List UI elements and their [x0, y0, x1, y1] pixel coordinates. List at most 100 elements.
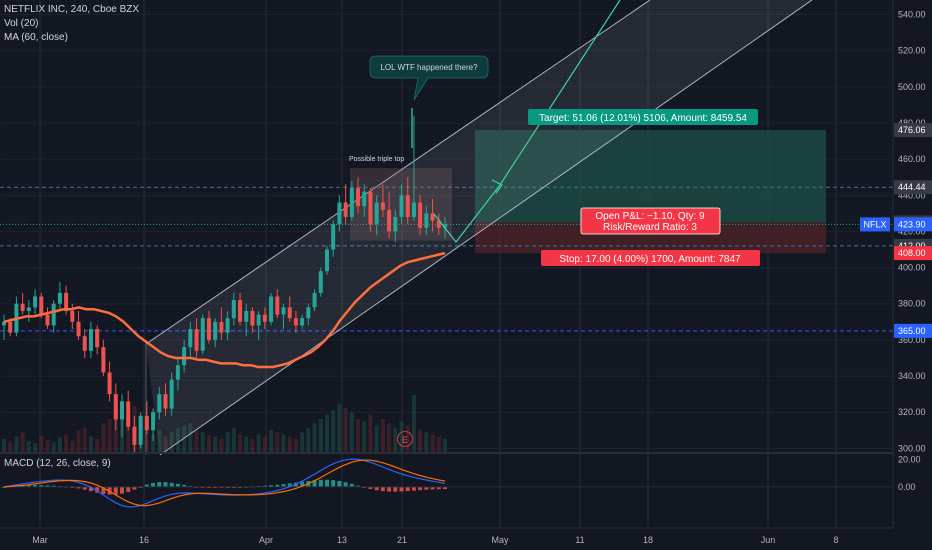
candle-body [26, 307, 31, 311]
macd-bar [436, 486, 441, 490]
volume-bars [2, 394, 447, 452]
macd-bar [262, 485, 267, 487]
candle-body [262, 314, 267, 322]
candle-body [225, 318, 230, 333]
volume-bar [57, 437, 62, 452]
macd-bar [144, 484, 149, 487]
macd-bar [39, 485, 44, 487]
y-tick-label: 300.00 [898, 443, 926, 453]
price-badge [894, 180, 932, 195]
price-badge-label: 444.44 [898, 182, 926, 192]
candle-body [424, 213, 429, 228]
volume-bar [312, 423, 317, 452]
macd-bar [275, 484, 280, 487]
volume-bar [182, 425, 187, 452]
macd-bar [405, 486, 410, 492]
candle-body [70, 310, 75, 322]
x-tick-label: 13 [337, 535, 347, 545]
macd-tick-label: 20.00 [898, 454, 921, 464]
macd-bar [101, 486, 106, 494]
volume-bar [238, 434, 243, 452]
macd-bar [113, 486, 118, 495]
volume-bar [151, 434, 156, 452]
volume-bar [331, 410, 336, 452]
macd-bar [368, 486, 373, 489]
volume-bar [250, 438, 255, 452]
volume-bar [262, 436, 267, 452]
volume-bar [70, 441, 75, 452]
time-axis-bg [0, 528, 932, 550]
volume-bar [200, 432, 205, 452]
candle-body [57, 292, 62, 304]
price-badges: 476.06444.44425.00NFLX423.90412.00408.00… [860, 123, 932, 338]
macd-bar [281, 484, 286, 487]
candle-body [349, 188, 354, 217]
macd-signal-line [3, 459, 446, 507]
candle-body [138, 415, 143, 445]
candle-body [64, 292, 69, 311]
macd-bar [120, 486, 125, 494]
candle-body [387, 209, 392, 232]
candle-body [219, 321, 224, 333]
macd-bar [356, 485, 361, 487]
volume-bar [387, 423, 392, 452]
volume-bar [45, 439, 50, 452]
volume-bar [424, 432, 429, 452]
x-tick-label: 8 [833, 535, 838, 545]
volume-bar [244, 436, 249, 452]
candle-body [107, 372, 112, 395]
macd-bar [418, 486, 423, 491]
volume-bar [175, 427, 180, 452]
volume-bar [443, 438, 447, 452]
macd-bar [337, 480, 342, 487]
macd-bar [399, 486, 404, 492]
volume-bar [343, 408, 348, 452]
y-tick-label: 540.00 [898, 9, 926, 19]
projection-path [433, 0, 621, 243]
macd-bar [324, 479, 329, 487]
target-label: Target: 51.06 (12.01%) 5106, Amount: 845… [539, 113, 747, 124]
price-badge [894, 217, 932, 232]
volume-bar [300, 432, 305, 452]
price-levels [0, 186, 893, 332]
volume-bar [225, 432, 230, 452]
ma-line [3, 251, 446, 369]
candle-body [293, 318, 298, 326]
pnl-line2: Risk/Reward Ratio: 3 [603, 222, 697, 233]
candle-body [436, 220, 441, 228]
price-badge [894, 323, 932, 338]
candle-body [194, 329, 199, 351]
candle-body [88, 329, 93, 351]
legend-symbol: NETFLIX INC, 240, Cboe BZX [4, 4, 140, 15]
candle-body [95, 329, 100, 348]
candle-body [374, 202, 379, 225]
candle-body [206, 318, 211, 340]
macd-bar [132, 486, 137, 490]
volume-bar [405, 425, 410, 452]
volume-bar [393, 427, 398, 452]
candle-body [443, 224, 447, 228]
volume-bar [51, 442, 56, 452]
volume-bar [275, 432, 280, 452]
candle-body [306, 307, 311, 319]
price-badge-label: 423.90 [898, 219, 926, 229]
volume-bar [2, 438, 6, 452]
macd-bar [26, 484, 31, 487]
candle-body [393, 216, 398, 232]
volume-bar [95, 438, 100, 452]
macd-bar [331, 480, 336, 487]
macd-bar [88, 486, 93, 492]
volume-bar [356, 419, 361, 452]
symbol-badge [860, 217, 890, 232]
macd-bar [380, 486, 385, 492]
candle-body [418, 202, 423, 228]
x-tick-label: 21 [397, 535, 407, 545]
volume-bar [126, 421, 131, 452]
volume-bar [26, 441, 31, 452]
macd-bar [424, 486, 429, 490]
y-tick-label: 520.00 [898, 46, 926, 56]
volume-bar [349, 412, 354, 452]
x-tick-label: 11 [575, 535, 584, 545]
